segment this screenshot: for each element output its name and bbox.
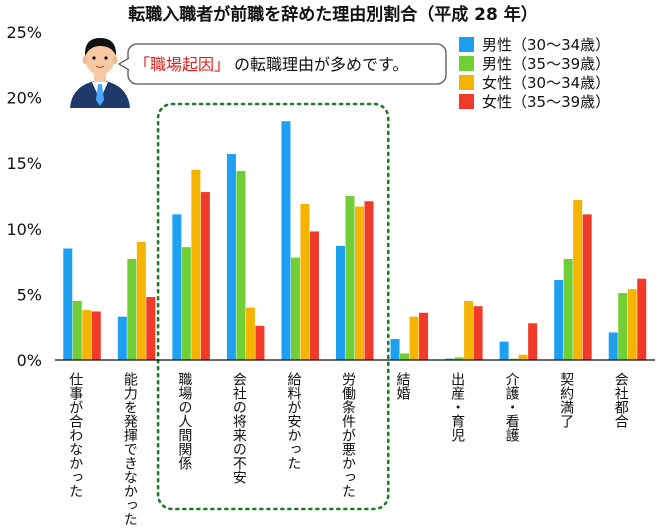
bar [245, 307, 255, 360]
callout-text: 「職場起因」 の転職理由が多めです。 [134, 55, 408, 74]
bar [473, 306, 483, 360]
bar [637, 278, 647, 360]
highlight-box [156, 102, 390, 511]
legend-swatch [459, 94, 474, 109]
y-tick-label: 25% [6, 23, 42, 42]
bar [336, 245, 345, 360]
bar [627, 289, 637, 360]
category-label: 能力を発揮できなかった [122, 372, 138, 525]
bar [528, 323, 538, 360]
bar [136, 241, 146, 360]
bar [355, 206, 364, 360]
y-tick-label: 0% [17, 351, 42, 370]
category-label: 会社の将来の不安 [231, 372, 247, 484]
y-axis-ticks: 0% 5% 10% 15% 20% 25% [6, 23, 42, 370]
bar [409, 316, 419, 360]
bar [454, 357, 464, 360]
category-label: 職場の人間関係 [176, 372, 192, 471]
category-label: 結婚 [395, 372, 411, 400]
bar [300, 203, 310, 360]
bar [255, 325, 265, 360]
bar [191, 169, 201, 360]
bar [181, 247, 191, 360]
bar [117, 316, 127, 360]
category-label: 給料が安かった [285, 372, 301, 470]
bar [509, 358, 519, 360]
bar [554, 279, 564, 360]
bar [290, 257, 300, 360]
callout-rest: の転職理由が多めです。 [234, 55, 408, 74]
bar [236, 171, 246, 360]
bar [582, 214, 592, 360]
category-label: 契約満了 [558, 372, 574, 428]
bar [618, 293, 628, 360]
y-tick-label: 20% [6, 89, 42, 108]
bar [390, 339, 400, 360]
bars [63, 121, 647, 360]
bar [518, 354, 528, 360]
bar [499, 341, 509, 360]
legend-label: 男性（35〜39歳） [482, 55, 610, 73]
y-tick-label: 15% [6, 154, 42, 173]
legend-swatch [459, 37, 474, 52]
bar [172, 214, 182, 360]
bar [445, 358, 455, 360]
callout: 「職場起因」 の転職理由が多めです。 [70, 38, 447, 108]
y-tick-label: 5% [17, 285, 42, 304]
bar [127, 258, 137, 360]
category-label: 出産・育児 [449, 372, 465, 443]
bar [608, 332, 618, 360]
highlight-layer [156, 102, 390, 511]
bar [281, 121, 291, 360]
chart-title: 転職入職者が前職を辞めた理由別割合（平成 28 年） [128, 4, 538, 25]
legend-label: 女性（35〜39歳） [482, 93, 610, 111]
category-label: 介護・看護 [504, 372, 520, 442]
bar [364, 201, 374, 360]
legend: 男性（30〜34歳）男性（35〜39歳）女性（30〜34歳）女性（35〜39歳） [459, 36, 610, 111]
y-tick-label: 10% [6, 220, 42, 239]
businessman-icon [70, 38, 130, 108]
category-label: 労働条件が悪かった [340, 372, 356, 498]
callout-emphasis: 「職場起因」 [134, 55, 230, 74]
category-labels: 仕事が合わなかった 能力を発揮できなかった 職場の人間関係 会社の将来の不安 給料が安か… [67, 372, 629, 526]
category-label: 会社都合 [613, 372, 629, 428]
legend-label: 女性（30〜34歳） [482, 74, 610, 92]
bar [345, 196, 355, 360]
legend-label: 男性（30〜34歳） [482, 36, 610, 54]
bar [146, 297, 156, 360]
bar [72, 300, 82, 360]
bar [563, 258, 573, 360]
bar [91, 311, 101, 360]
legend-swatch [459, 75, 474, 90]
bar [309, 231, 319, 360]
legend-swatch [459, 56, 474, 71]
bar [82, 310, 92, 360]
bar [63, 248, 73, 360]
bar [419, 312, 429, 360]
bar [464, 300, 474, 360]
bar [573, 199, 583, 360]
bar [400, 353, 410, 360]
bar [200, 192, 210, 360]
bar [226, 154, 236, 360]
callout-tail [117, 57, 130, 71]
category-label: 仕事が合わなかった [67, 372, 83, 498]
